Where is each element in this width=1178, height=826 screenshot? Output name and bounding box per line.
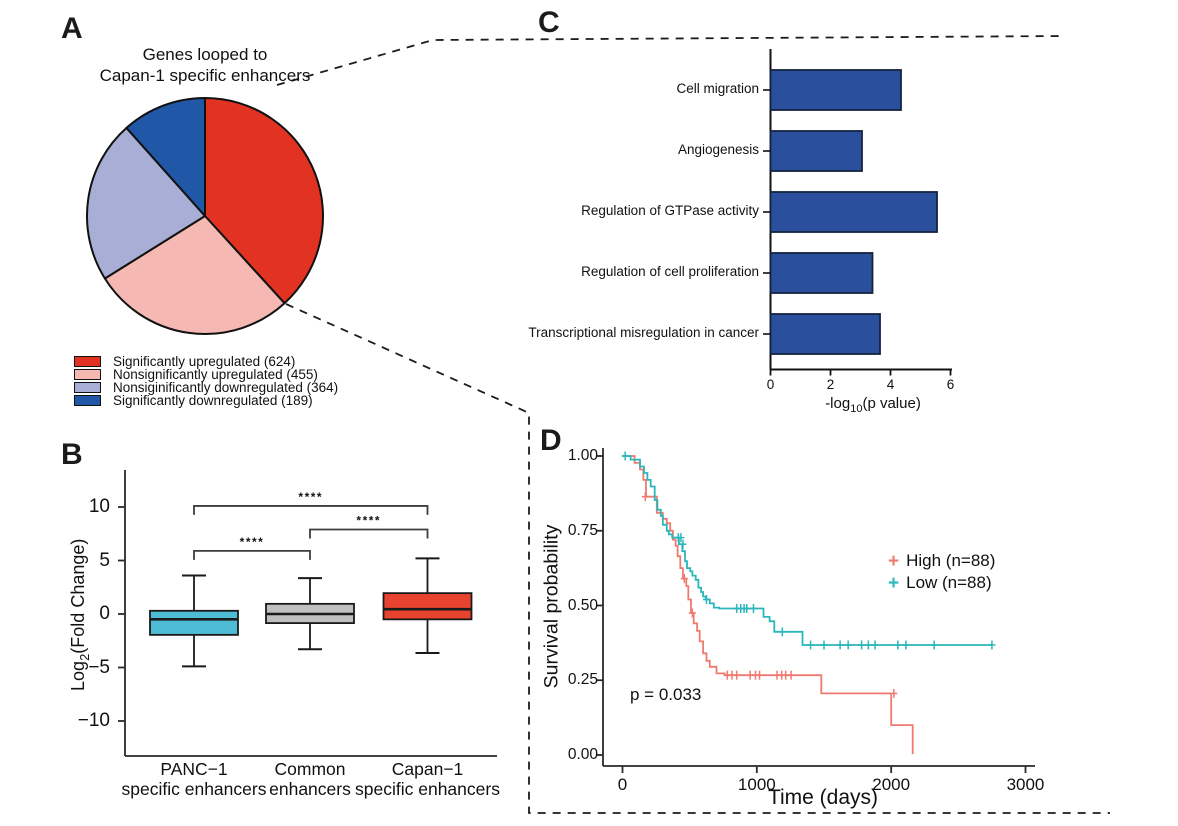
bar-category-label: Regulation of GTPase activity [581, 203, 759, 218]
bar-category-label: Cell migration [676, 81, 759, 96]
barchart-x-tick-label: 0 [766, 377, 775, 392]
barchart-x-tick-label: 2 [826, 377, 835, 392]
barchart-x-tick-label: 6 [946, 377, 955, 392]
legend-label-sig-up: Significantly upregulated (624) [113, 354, 296, 369]
barchart-x-tick-label: 4 [886, 377, 895, 392]
box-category-label-line2: specific enhancers [355, 779, 500, 799]
significance-stars-2: **** [298, 490, 323, 504]
box-category-label-line2: specific enhancers [121, 779, 267, 799]
boxplot-y-tick-label: −10 [77, 710, 110, 731]
callout-dashed-line-bottom [285, 303, 1110, 814]
legend-swatch-nonsig-down [74, 382, 101, 393]
significance-bracket-1 [309, 528, 429, 539]
box-2 [382, 592, 473, 621]
km-legend-label-high: High (n=88) [906, 551, 996, 570]
panel-c-letter: C [538, 6, 560, 39]
km-high-marker-icon: + [888, 550, 900, 572]
box-category-label-line1: Capan−1 [391, 759, 464, 779]
survival-y-tick-label: 0.75 [567, 521, 598, 539]
significance-stars-1: **** [356, 513, 381, 527]
pie-slice-1 [103, 215, 286, 335]
survival-x-tick-label: 1000 [737, 775, 776, 794]
significance-bracket-0 [193, 549, 311, 560]
boxplot-y-tick-label: 5 [99, 549, 110, 571]
box-category-label-line1: PANC−1 [160, 759, 228, 779]
survival-x-axis-label: Time (days) [767, 786, 879, 809]
km-curve-low [622, 455, 992, 646]
km-legend-row-low: + Low (n=88) [888, 573, 992, 593]
callout-dashed-line-top [276, 35, 1066, 86]
box-0 [149, 609, 239, 636]
km-low-marker-icon: + [888, 572, 900, 594]
legend-label-sig-down: Significantly downregulated (189) [113, 393, 313, 408]
bar-category-label: Angiogenesis [677, 142, 759, 157]
pie-legend-row: Nonsiginificantly downregulated (364) [74, 380, 338, 395]
survival-y-tick-label: 0.50 [567, 596, 598, 614]
pie-title-line1: Genes looped to [142, 45, 268, 64]
legend-swatch-sig-up [74, 356, 101, 367]
pie-slice-3 [125, 97, 206, 217]
panel-d-letter: D [540, 424, 562, 457]
survival-x-tick-label: 2000 [872, 775, 911, 794]
survival-y-tick-label: 0.25 [567, 671, 598, 689]
survival-y-tick-label: 1.00 [567, 447, 598, 464]
bar-2 [769, 191, 938, 233]
survival-x-tick-label: 3000 [1006, 775, 1045, 794]
panel-b-letter: B [61, 438, 83, 471]
box-category-label-line2: enhancers [269, 779, 351, 799]
bar-0 [769, 69, 902, 111]
significance-stars-0: **** [240, 535, 265, 549]
bar-4 [769, 313, 881, 355]
legend-swatch-nonsig-up [74, 369, 101, 380]
km-legend-row-high: + High (n=88) [888, 551, 995, 571]
survival-x-tick-label: 0 [617, 775, 628, 794]
bar-1 [769, 130, 863, 172]
legend-label-nonsig-up: Nonsignificantly upregulated (455) [113, 367, 318, 382]
boxplot-y-tick-label: 10 [88, 496, 110, 517]
pie-slice-2 [86, 126, 206, 280]
pie-title-line2: Capan-1 specific enhancers [99, 66, 311, 85]
km-legend-label-low: Low (n=88) [906, 573, 992, 592]
survival-y-tick-label: 0.00 [567, 746, 598, 763]
bar-category-label: Regulation of cell proliferation [581, 264, 759, 279]
bar-3 [769, 252, 874, 294]
barchart-x-axis-label: -log10(p value) [825, 395, 921, 415]
pie-slice-0 [204, 97, 324, 305]
pie-legend-row: Significantly downregulated (189) [74, 393, 313, 408]
box-category-label-line1: Common [274, 759, 346, 779]
legend-swatch-sig-down [74, 395, 101, 406]
km-curve-high [622, 455, 914, 755]
boxplot-y-tick-label: −5 [88, 656, 110, 678]
significance-bracket-2 [193, 505, 429, 515]
boxplot-y-tick-label: 0 [99, 603, 110, 624]
legend-label-nonsig-down: Nonsiginificantly downregulated (364) [113, 380, 339, 395]
pie-legend-row: Nonsignificantly upregulated (455) [74, 367, 318, 382]
bar-category-label: Transcriptional misregulation in cancer [528, 325, 759, 340]
pie-legend-row: Significantly upregulated (624) [74, 354, 295, 369]
panel-a-letter: A [61, 12, 83, 45]
p-value-annotation: p = 0.033 [630, 685, 702, 704]
